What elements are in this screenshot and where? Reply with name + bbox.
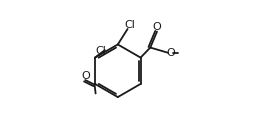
Text: Cl: Cl [95,46,106,56]
Text: O: O [153,22,161,32]
Text: O: O [167,48,175,58]
Text: Cl: Cl [125,20,136,30]
Text: O: O [81,71,90,81]
